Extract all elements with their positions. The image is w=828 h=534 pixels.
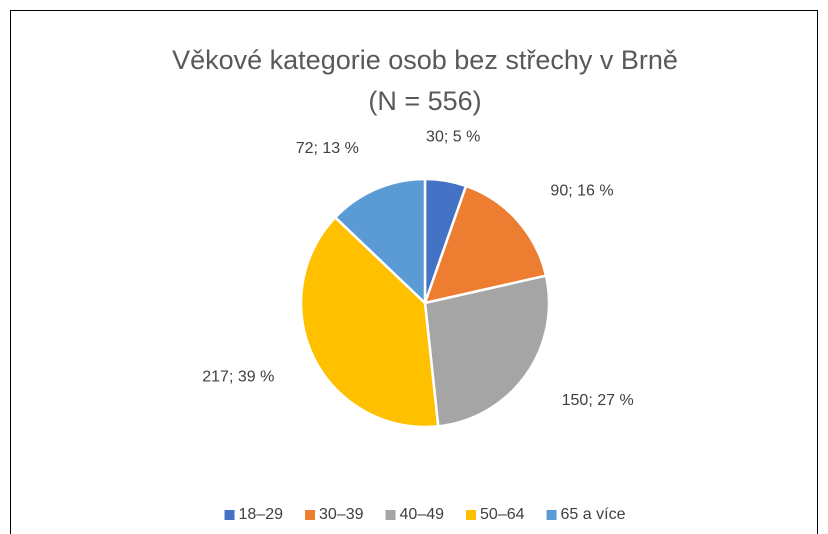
legend-swatch: [546, 510, 557, 520]
data-label: 90; 16 %: [550, 182, 613, 199]
pie-slice: [423, 184, 548, 305]
pie-slice: [333, 177, 427, 306]
pie-slice: [423, 274, 551, 428]
legend-label: 50–64: [480, 506, 525, 523]
legend-swatch: [385, 510, 396, 520]
data-label: 217; 39 %: [202, 369, 274, 386]
pie-slice: [299, 215, 440, 429]
legend-label: 18–29: [239, 506, 284, 523]
data-label: 150; 27 %: [562, 392, 634, 409]
chart-subtitle: (N = 556): [368, 86, 481, 116]
legend-label: 65 a více: [561, 506, 626, 523]
data-label: 72; 13 %: [296, 140, 359, 157]
legend-swatch: [224, 510, 235, 520]
legend-label: 30–39: [319, 506, 364, 523]
legend-swatch: [305, 510, 316, 520]
chart-title: Věkové kategorie osob bez střechy v Brně: [172, 45, 678, 75]
legend-label: 40–49: [400, 506, 445, 523]
data-label: 30; 5 %: [426, 129, 480, 146]
legend-swatch: [466, 510, 477, 520]
